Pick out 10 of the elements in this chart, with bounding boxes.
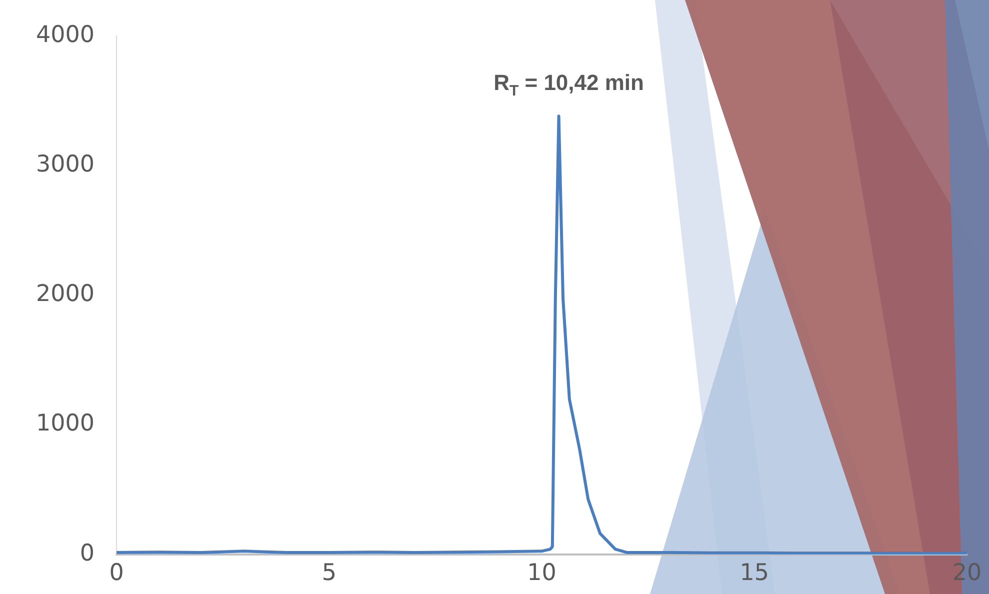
y-tick-label: 3000: [36, 151, 95, 178]
x-tick-label: 5: [322, 560, 336, 586]
y-tick-label: 1000: [36, 410, 95, 437]
x-tick-label: 0: [109, 560, 124, 586]
y-tick-label: 0: [80, 540, 95, 566]
x-tick-label: 10: [527, 560, 556, 586]
x-tick-label: 15: [740, 560, 770, 586]
x-tick-label: 20: [952, 560, 982, 586]
y-tick-label: 4000: [36, 22, 95, 48]
y-tick-label: 2000: [36, 281, 95, 308]
